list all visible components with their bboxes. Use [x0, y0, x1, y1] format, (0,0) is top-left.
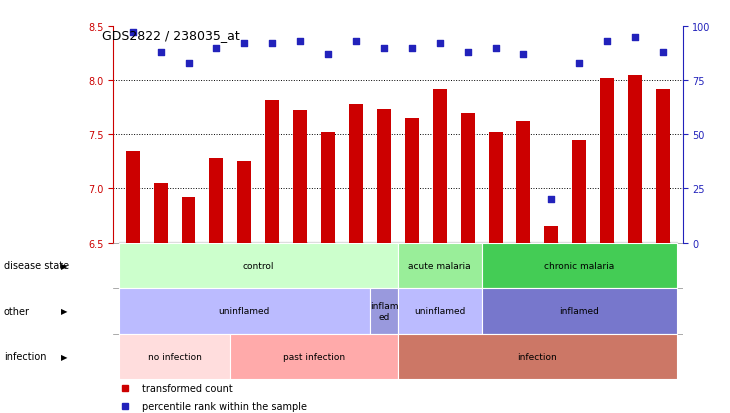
Bar [398, 334, 677, 379]
Point [657, 50, 669, 56]
Point [350, 39, 362, 45]
Bar [433, 90, 447, 243]
Point [322, 52, 334, 58]
Bar [398, 288, 482, 334]
Text: ▶: ▶ [61, 261, 67, 270]
Text: inflamed: inflamed [559, 306, 599, 316]
Point [406, 45, 418, 52]
Text: inflam
ed: inflam ed [369, 301, 398, 321]
Bar [517, 122, 531, 243]
Bar [237, 162, 251, 243]
Bar [119, 288, 370, 334]
Text: GDS2822 / 238035_at: GDS2822 / 238035_at [102, 29, 240, 42]
Text: transformed count: transformed count [142, 384, 232, 394]
Bar [153, 184, 168, 243]
Point [574, 60, 585, 67]
Text: disease state: disease state [4, 261, 69, 271]
Bar [119, 243, 398, 288]
Point [127, 30, 139, 37]
Bar [349, 104, 363, 243]
Text: uninflamed: uninflamed [414, 306, 466, 316]
Text: other: other [4, 306, 30, 316]
Point [378, 45, 390, 52]
Point [294, 39, 306, 45]
Bar [572, 140, 586, 243]
Point [210, 45, 222, 52]
Bar [321, 133, 335, 243]
Bar [377, 110, 391, 243]
Text: past infection: past infection [283, 352, 345, 361]
Bar [126, 151, 139, 243]
Text: ▶: ▶ [61, 352, 67, 361]
Bar [231, 334, 398, 379]
Bar [600, 79, 614, 243]
Point [545, 197, 557, 203]
Bar [398, 243, 482, 288]
Bar [182, 198, 196, 243]
Bar [628, 76, 642, 243]
Point [266, 41, 278, 47]
Bar [488, 133, 502, 243]
Bar [265, 100, 279, 243]
Bar [482, 288, 677, 334]
Text: infection: infection [4, 351, 46, 361]
Bar [370, 288, 398, 334]
Text: ▶: ▶ [61, 306, 67, 316]
Bar [210, 159, 223, 243]
Text: no infection: no infection [147, 352, 201, 361]
Bar [656, 90, 670, 243]
Point [629, 34, 641, 41]
Text: percentile rank within the sample: percentile rank within the sample [142, 401, 307, 411]
Text: infection: infection [518, 352, 557, 361]
Text: acute malaria: acute malaria [408, 261, 471, 270]
Text: chronic malaria: chronic malaria [544, 261, 615, 270]
Bar [405, 119, 419, 243]
Point [602, 39, 613, 45]
Bar [119, 334, 231, 379]
Text: control: control [242, 261, 274, 270]
Point [239, 41, 250, 47]
Point [490, 45, 502, 52]
Bar [293, 111, 307, 243]
Bar [482, 243, 677, 288]
Point [462, 50, 474, 56]
Bar [461, 113, 474, 243]
Point [182, 60, 194, 67]
Point [434, 41, 445, 47]
Point [155, 50, 166, 56]
Bar [545, 227, 558, 243]
Text: uninflamed: uninflamed [219, 306, 270, 316]
Point [518, 52, 529, 58]
